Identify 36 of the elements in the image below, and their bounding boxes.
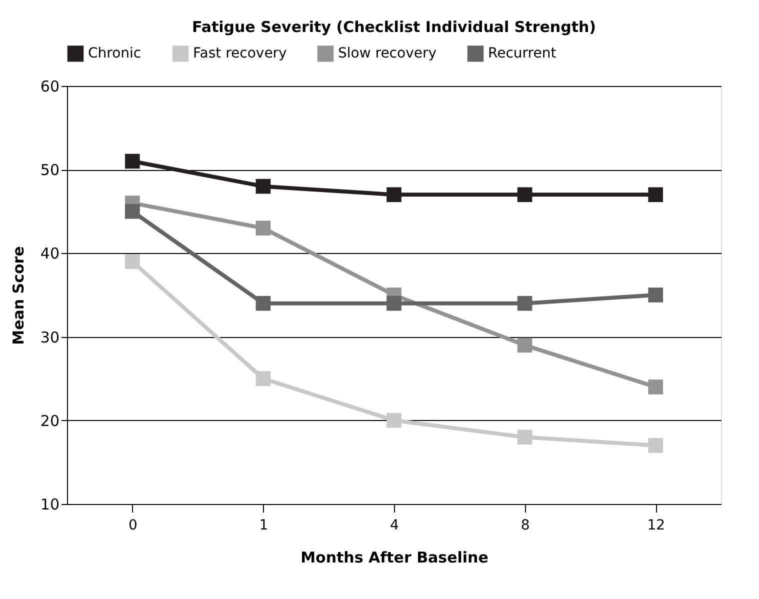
legend-label: Recurrent bbox=[488, 46, 557, 62]
legend-label: Fast recovery bbox=[193, 46, 287, 62]
x-tick-label: 8 bbox=[520, 518, 530, 534]
x-axis-title: Months After Baseline bbox=[300, 548, 488, 566]
point bbox=[256, 178, 271, 194]
point bbox=[517, 338, 532, 353]
point bbox=[648, 438, 664, 453]
x-tick-label: 4 bbox=[390, 518, 400, 534]
point bbox=[648, 187, 664, 202]
legend-label: Slow recovery bbox=[338, 46, 437, 62]
x-tick-label: 1 bbox=[259, 518, 268, 534]
y-tick-label: 30 bbox=[40, 328, 60, 346]
y-tick-label: 10 bbox=[40, 496, 60, 514]
y-tick-label: 20 bbox=[40, 412, 60, 430]
legend-label: Chronic bbox=[88, 46, 142, 62]
point bbox=[386, 187, 402, 202]
point bbox=[124, 204, 140, 219]
point bbox=[648, 380, 664, 394]
point bbox=[256, 371, 271, 386]
point bbox=[386, 296, 402, 311]
x-tick-label: 0 bbox=[128, 518, 138, 534]
point bbox=[256, 220, 271, 236]
point bbox=[124, 254, 140, 269]
x-tick-label: 12 bbox=[647, 518, 666, 534]
point bbox=[648, 288, 664, 302]
y-tick-label: 60 bbox=[40, 78, 60, 96]
y-tick-label: 40 bbox=[40, 244, 60, 263]
point bbox=[517, 430, 532, 445]
chart-title: Fatigue Severity (Checklist Individual Strength) bbox=[192, 18, 596, 36]
point bbox=[517, 296, 532, 311]
point bbox=[124, 154, 140, 169]
point bbox=[517, 187, 532, 202]
y-axis-title: Mean Score bbox=[9, 246, 28, 345]
y-tick-label: 50 bbox=[40, 161, 60, 180]
point bbox=[256, 296, 271, 311]
point bbox=[386, 412, 402, 428]
